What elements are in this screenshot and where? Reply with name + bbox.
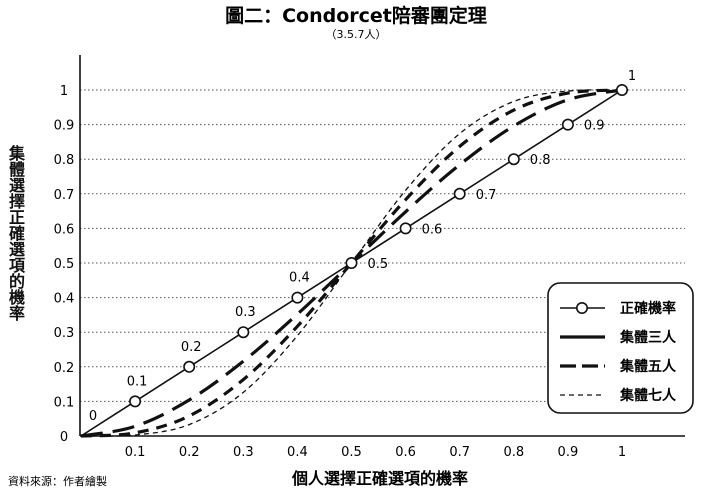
x-tick-label: 0.7 (449, 445, 470, 460)
data-point-marker (129, 395, 142, 408)
legend-label: 集體三人 (619, 329, 677, 346)
y-tick-label: 0.5 (54, 257, 75, 272)
legend-label: 集體七人 (619, 387, 677, 404)
data-point-marker (237, 326, 250, 339)
y-tick-label: 0.1 (54, 395, 75, 410)
y-axis-label: 集體選擇正確選項的機率 (6, 145, 25, 321)
x-tick-label: 0.5 (341, 445, 362, 460)
x-tick-labels: 0.1 0.2 0.3 0.4 0.5 0.6 0.7 0.8 0.9 1 (125, 445, 626, 460)
y-tick-label: 0.9 (54, 119, 75, 134)
chart-title: 圖二：Condorcet陪審團定理 (225, 4, 487, 27)
y-tick-label: 0.3 (54, 326, 75, 341)
x-tick-label: 0.4 (287, 445, 308, 460)
legend-label: 集體五人 (619, 358, 677, 375)
x-tick-label: 0.9 (558, 445, 579, 460)
point-label: 0.9 (584, 119, 605, 134)
y-tick-label: 0.7 (54, 188, 75, 203)
point-label: 0.7 (476, 188, 497, 203)
x-axis-label: 個人選擇正確選項的機率 (291, 469, 468, 488)
x-tick-label: 0.3 (233, 445, 254, 460)
y-tick-label: 1 (60, 84, 68, 99)
y-tick-label: 0 (60, 430, 68, 445)
x-tick-label: 0.6 (395, 445, 416, 460)
data-point-marker (291, 291, 304, 304)
point-label: 0 (89, 409, 97, 424)
data-point-marker (345, 256, 358, 269)
x-tick-label: 1 (618, 445, 626, 460)
source-note: 資料來源：作者繪製 (8, 474, 107, 488)
data-point-marker (561, 118, 574, 131)
y-tick-label: 0.6 (54, 222, 75, 237)
chart-subtitle: （3.5.7人） (326, 28, 387, 41)
legend-label: 正確機率 (620, 300, 676, 317)
point-label: 0.3 (235, 305, 256, 320)
x-tick-label: 0.1 (125, 445, 146, 460)
y-tick-label: 0.4 (54, 292, 75, 307)
point-label: 0.8 (530, 153, 551, 168)
point-label: 0.4 (289, 271, 310, 286)
legend-swatch-marker (575, 301, 588, 314)
data-point-marker (507, 153, 520, 166)
y-tick-label: 0.2 (54, 361, 75, 376)
data-point-marker (453, 187, 466, 200)
legend-box (547, 282, 694, 414)
point-label: 0.6 (422, 222, 443, 237)
x-tick-label: 0.2 (179, 445, 200, 460)
data-point-marker (399, 222, 412, 235)
point-label: 1 (628, 69, 636, 84)
series-line (80, 89, 623, 437)
y-tick-label: 0.8 (54, 153, 75, 168)
y-tick-labels: 0 0.1 0.2 0.3 0.4 0.5 0.6 0.7 0.8 0.9 1 (54, 84, 75, 445)
data-point-marker (183, 360, 196, 373)
point-label: 0.5 (368, 257, 389, 272)
data-point-marker (615, 84, 628, 97)
point-label: 0.1 (127, 374, 148, 389)
x-tick-label: 0.8 (503, 445, 524, 460)
series-markers (129, 84, 628, 408)
series-line (80, 88, 623, 438)
axes (79, 55, 685, 437)
point-label: 0.2 (181, 340, 202, 355)
point-labels: 0 0.1 0.2 0.3 0.4 0.5 0.6 0.7 0.8 0.9 1 (89, 69, 636, 424)
